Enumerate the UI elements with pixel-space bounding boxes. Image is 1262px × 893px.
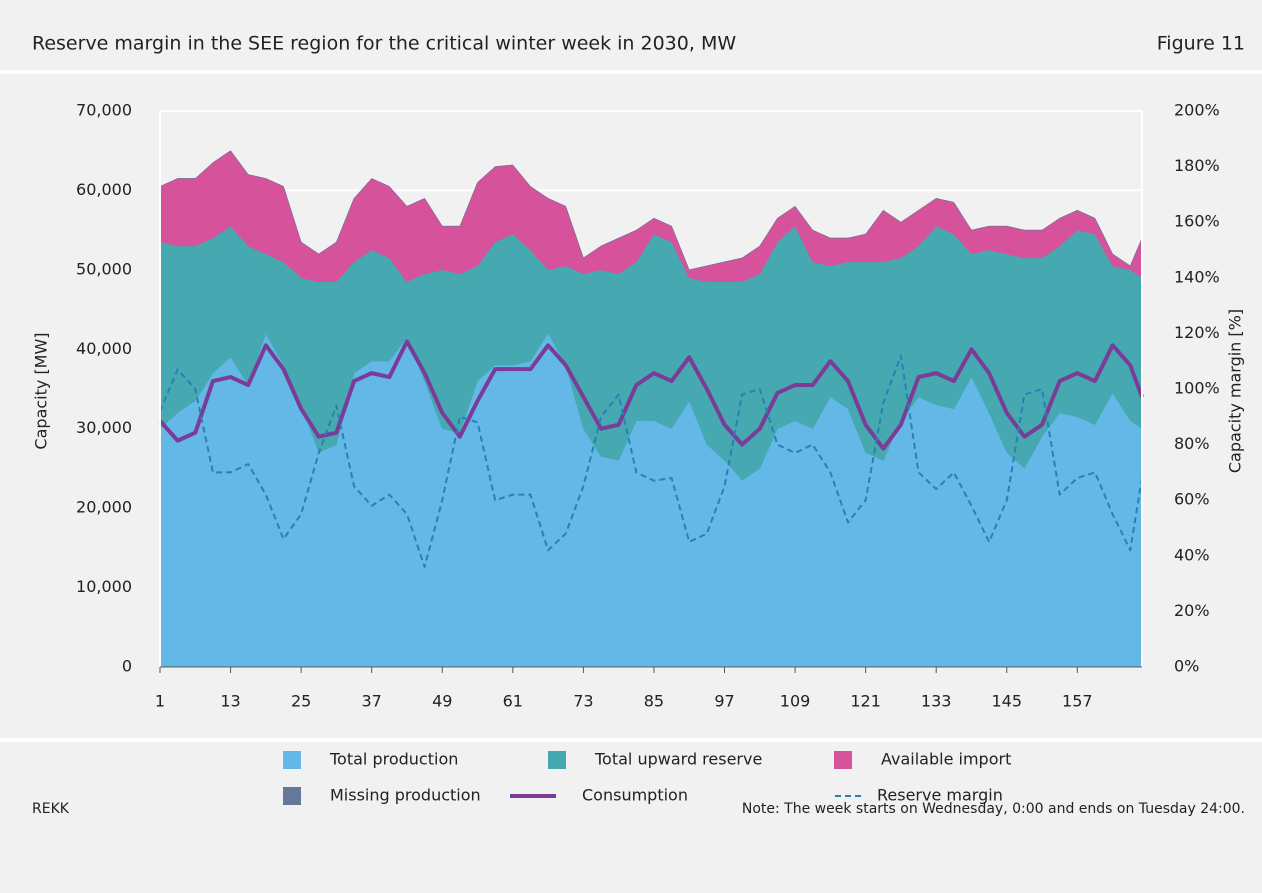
legend-label: Consumption — [582, 786, 688, 805]
legend-label: Total upward reserve — [594, 750, 762, 769]
y2-tick-label: 20% — [1174, 601, 1210, 620]
source: REKK — [32, 801, 70, 817]
x-tick-label: 13 — [220, 692, 240, 711]
y2-tick-label: 60% — [1174, 490, 1210, 509]
x-tick-label: 37 — [362, 692, 382, 711]
y-tick-label: 60,000 — [76, 180, 132, 199]
x-tick-label: 121 — [850, 692, 881, 711]
x-tick-label: 61 — [503, 692, 523, 711]
y2-tick-label: 140% — [1174, 267, 1220, 286]
figure-label: Figure 11 — [1157, 33, 1245, 55]
y-tick-label: 10,000 — [76, 577, 132, 596]
x-tick-label: 25 — [291, 692, 311, 711]
separator — [0, 738, 1262, 742]
legend-swatch — [283, 751, 301, 769]
y-tick-label: 70,000 — [76, 101, 132, 120]
x-tick-label: 97 — [714, 692, 734, 711]
y2-tick-label: 200% — [1174, 101, 1220, 120]
y2-tick-label: 120% — [1174, 323, 1220, 342]
chart-title: Reserve margin in the SEE region for the… — [32, 33, 736, 55]
y-tick-label: 0 — [122, 657, 132, 676]
x-tick-label: 157 — [1062, 692, 1093, 711]
y-tick-label: 40,000 — [76, 339, 132, 358]
y-axis-title: Capacity [MW] — [32, 332, 51, 449]
separator — [0, 70, 1262, 74]
y2-tick-label: 160% — [1174, 212, 1220, 231]
x-tick-label: 85 — [644, 692, 664, 711]
y2-tick-label: 40% — [1174, 545, 1210, 564]
x-tick-label: 1 — [155, 692, 165, 711]
legend-label: Total production — [329, 750, 458, 769]
legend-swatch — [283, 787, 301, 805]
line — [158, 339, 1144, 451]
y2-axis-title: Capacity margin [%] — [1226, 309, 1245, 473]
y2-tick-label: 80% — [1174, 434, 1210, 453]
x-tick-label: 49 — [432, 692, 452, 711]
legend-swatch — [834, 751, 852, 769]
legend-swatch — [548, 751, 566, 769]
note: Note: The week starts on Wednesday, 0:00… — [742, 801, 1245, 817]
y-tick-label: 20,000 — [76, 498, 132, 517]
y-tick-label: 50,000 — [76, 259, 132, 278]
y2-tick-label: 0% — [1174, 657, 1199, 676]
y2-tick-label: 180% — [1174, 156, 1220, 175]
legend-label: Available import — [881, 750, 1011, 769]
x-tick-label: 145 — [991, 692, 1022, 711]
legend-label: Missing production — [330, 786, 481, 805]
x-tick-label: 73 — [573, 692, 593, 711]
y2-tick-label: 100% — [1174, 379, 1220, 398]
dashed-line — [159, 354, 1143, 568]
x-tick-label: 109 — [780, 692, 811, 711]
x-tick-label: 133 — [921, 692, 952, 711]
y-tick-label: 30,000 — [76, 418, 132, 437]
legend-label: Reserve margin — [877, 786, 1003, 805]
